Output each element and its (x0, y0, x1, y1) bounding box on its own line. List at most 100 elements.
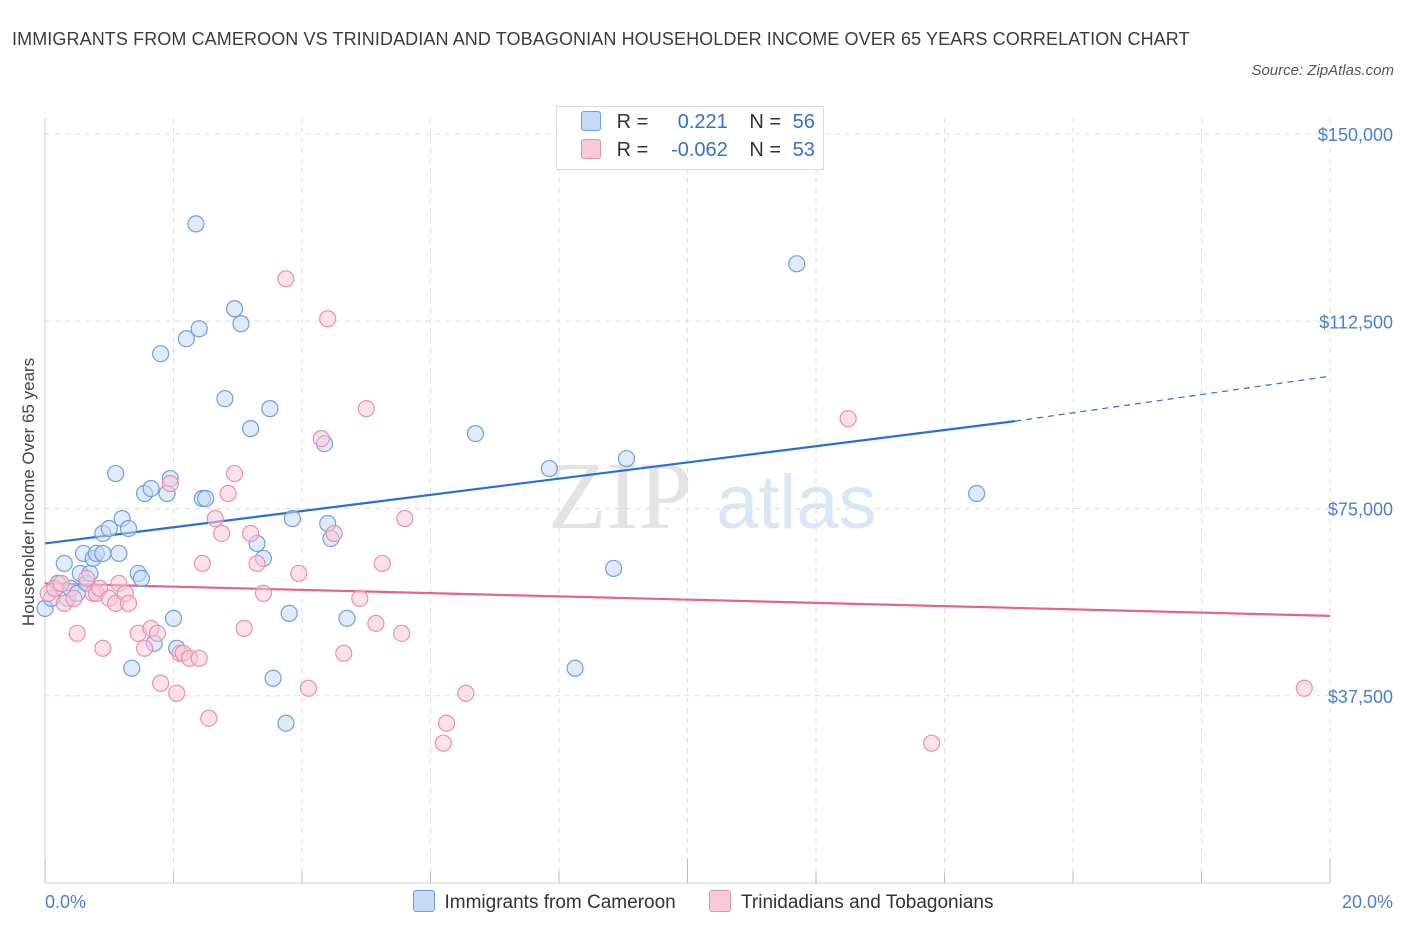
trinidad-point (373, 554, 391, 573)
trinidad-point (299, 679, 318, 697)
cameroon-point (132, 569, 150, 588)
trinidad-point (319, 310, 337, 328)
cameroon-point (280, 604, 298, 622)
legend-n-value: 53 (792, 139, 815, 161)
legend-item-trinidad[interactable]: Trinidadians and Tobagonians (709, 890, 993, 914)
cameroon-point (232, 315, 250, 333)
trinidad-point (78, 569, 96, 588)
axes (44, 118, 1331, 884)
cameroon-point (164, 609, 183, 627)
cameroon-point (617, 449, 636, 468)
trinidad-point (161, 474, 179, 493)
trinidad-point (168, 684, 186, 702)
x-tick-label: 20.0% (1342, 892, 1393, 912)
trinidad-point (190, 649, 208, 667)
trinidad-point (213, 524, 231, 543)
cameroon-point (94, 544, 112, 563)
trinidad-point (148, 624, 167, 642)
trinidad-point (65, 589, 83, 607)
trinidad-point (68, 624, 86, 642)
gridlines (45, 118, 1331, 883)
trinidad-point (206, 509, 224, 528)
cameroon-point (242, 420, 260, 438)
trinidad-point (225, 464, 244, 483)
cameroon-point (216, 390, 234, 408)
trinidad-point (248, 554, 266, 573)
trinidad-point (357, 400, 375, 418)
trinidad-point (434, 734, 452, 752)
trinidad-point (290, 564, 308, 583)
trinidad-point (119, 594, 138, 612)
cameroon-point (605, 559, 623, 578)
legend-swatch-pink (709, 890, 732, 912)
trinidad-point (193, 554, 212, 573)
cameroon-point (788, 255, 806, 273)
legend-r-value: 0.221 (677, 111, 728, 133)
trinidad-point (312, 429, 330, 448)
cameroon-point (197, 489, 215, 508)
cameroon-point (142, 479, 160, 498)
legend-r-label: R = (616, 111, 649, 133)
cameroon-point (152, 345, 170, 363)
cameroon-point (55, 554, 73, 573)
legend-swatch-blue (412, 890, 435, 912)
trinidad-point (1295, 679, 1313, 697)
cameroon-point (119, 519, 138, 538)
cameroon-point (190, 320, 208, 338)
cameroon-point (100, 519, 118, 538)
cameroon-point (540, 459, 558, 478)
trinidad-point (325, 524, 343, 543)
legend-label-cameroon: Immigrants from Cameroon (444, 892, 676, 913)
y-tick-label: $112,500 (1319, 312, 1393, 332)
trinidad-point (457, 684, 475, 702)
chart-title: IMMIGRANTS FROM CAMEROON VS TRINIDADIAN … (12, 29, 1190, 49)
legend-n-label: N = (749, 139, 782, 161)
cameroon-point (283, 509, 301, 528)
watermark-atlas: atlas (716, 460, 877, 545)
cameroon-point (338, 609, 356, 627)
trinidad-point (335, 644, 353, 662)
cameroon-point (466, 425, 485, 443)
legend-row-cameroon: R = 0.221 N = 56 (581, 111, 815, 139)
data-points (36, 215, 1313, 752)
cameroon-point (566, 659, 584, 677)
x-tick-label: 0.0% (45, 892, 86, 912)
cameroon-point (177, 330, 195, 348)
tick-labels: $37,500 $75,000 $112,500 $150,000 0.0% 20.0% (45, 125, 1393, 912)
trinidad-point (94, 639, 112, 657)
trinidad-point (200, 709, 218, 727)
y-tick-label: $75,000 (1328, 500, 1393, 520)
trinidad-point (839, 410, 857, 428)
trinidad-point (277, 270, 295, 288)
cameroon-point (107, 464, 125, 483)
correlation-legend: R = 0.221 N = 56 R = -0.062 N = 53 (556, 106, 824, 170)
legend-label-trinidad: Trinidadians and Tobagonians (741, 892, 994, 913)
source-label: Source: ZipAtlas.com (1251, 62, 1394, 79)
y-axis-label: Householder Income Over 65 years (19, 358, 38, 626)
trinidad-point (152, 674, 170, 692)
trinidad-point (367, 614, 385, 632)
y-tick-label: $150,000 (1318, 125, 1393, 145)
cameroon-point (261, 400, 279, 418)
legend-swatch-blue (581, 111, 601, 131)
y-tick-label: $37,500 (1328, 687, 1393, 707)
trinidad-point (392, 624, 411, 642)
legend-n-label: N = (749, 111, 782, 133)
cameroon-point (225, 300, 244, 318)
watermark: ZIP atlas (548, 442, 877, 549)
trinidad-point (52, 574, 70, 593)
trinidad-point (923, 734, 941, 752)
cameroon-point (968, 484, 986, 503)
cameroon-point (264, 669, 282, 687)
series-legend: Immigrants from Cameroon Trinidadians an… (0, 890, 1406, 914)
cameroon-point (277, 714, 295, 732)
cameroon-trend-line (44, 420, 1016, 545)
legend-row-trinidad: R = -0.062 N = 53 (581, 139, 815, 167)
legend-item-cameroon[interactable]: Immigrants from Cameroon (412, 890, 676, 914)
trinidad-point (396, 509, 414, 528)
cameroon-point (187, 215, 205, 233)
trinidad-point (135, 639, 154, 657)
legend-n-value: 56 (792, 111, 815, 133)
cameroon-point (110, 544, 128, 563)
